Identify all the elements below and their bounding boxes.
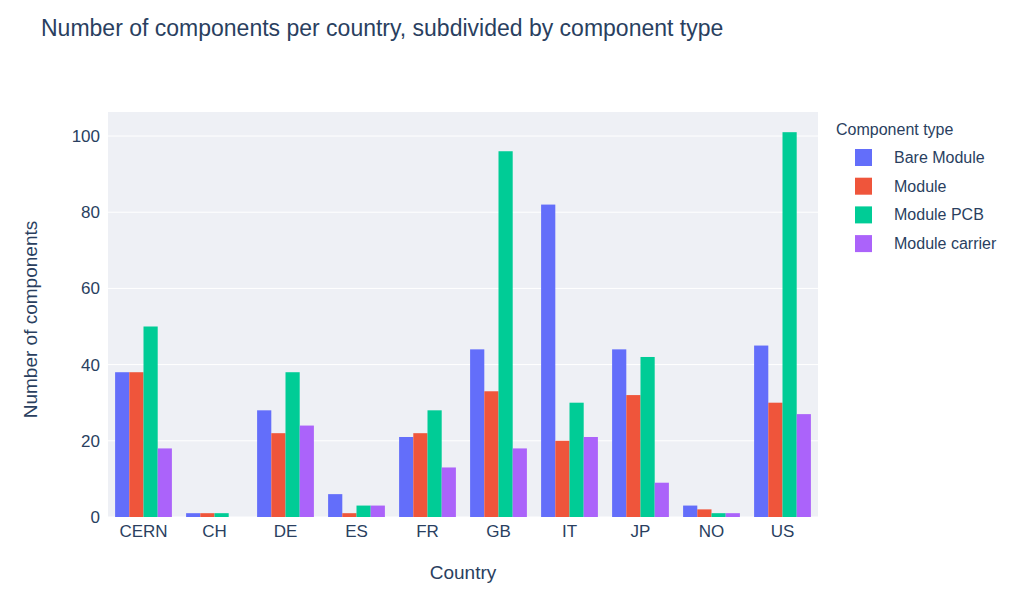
bar (783, 132, 797, 517)
bar (470, 349, 484, 517)
y-tick-label: 100 (72, 127, 100, 146)
bar (200, 513, 214, 517)
y-tick-label: 60 (81, 279, 100, 298)
plot-background (108, 112, 818, 517)
grid-line (108, 440, 818, 441)
bar (357, 506, 371, 517)
legend-swatch (855, 149, 872, 166)
bar (399, 437, 413, 517)
legend-swatch (855, 206, 872, 223)
bar (641, 357, 655, 517)
legend-label: Module carrier (894, 235, 997, 252)
bar (286, 372, 300, 517)
x-tick-label: GB (486, 522, 511, 541)
legend-label: Module PCB (894, 206, 984, 223)
grid-line (108, 288, 818, 289)
bar (655, 483, 669, 517)
x-tick-label: US (771, 522, 795, 541)
bar (300, 426, 314, 517)
grid-line (108, 136, 818, 137)
x-tick-label: NO (699, 522, 725, 541)
bar (342, 513, 356, 517)
bar (229, 517, 243, 518)
grid-line (108, 212, 818, 213)
bar (158, 448, 172, 517)
y-tick-label: 80 (81, 203, 100, 222)
bar (215, 513, 229, 517)
legend-label: Bare Module (894, 149, 985, 166)
bar (428, 410, 442, 517)
chart: 0 20 40 60 80 100 CERN CH DE ES FR GB IT JP NO US Number… (0, 0, 1023, 594)
x-tick-label: IT (562, 522, 577, 541)
x-tick-label: JP (631, 522, 651, 541)
bar (768, 403, 782, 517)
y-tick-label: 0 (91, 508, 100, 527)
bar (499, 151, 513, 517)
x-tick-label: FR (416, 522, 439, 541)
y-tick-label: 20 (81, 432, 100, 451)
x-axis-title: Country (430, 562, 497, 583)
y-axis-title: Number of components (20, 221, 41, 419)
bar (797, 414, 811, 517)
bar (144, 327, 158, 517)
title: Number of components per country, subdiv… (41, 15, 723, 41)
legend-label: Module (894, 178, 947, 195)
x-tick-label: CERN (119, 522, 167, 541)
legend-title: Component type (836, 121, 954, 138)
bar (570, 403, 584, 517)
bar (257, 410, 271, 517)
bar (442, 467, 456, 517)
grid-line (108, 364, 818, 365)
bar (484, 391, 498, 517)
bar (626, 395, 640, 517)
bar (413, 433, 427, 517)
bar (371, 506, 385, 517)
bar (712, 513, 726, 517)
x-tick-label: ES (345, 522, 368, 541)
bar (612, 349, 626, 517)
legend-swatch (855, 178, 872, 195)
bar (115, 372, 129, 517)
legend-swatch (855, 235, 872, 252)
y-tick-label: 40 (81, 356, 100, 375)
x-tick-label: DE (274, 522, 298, 541)
x-tick-label: CH (202, 522, 227, 541)
bar (186, 513, 200, 517)
bar (513, 448, 527, 517)
bar (697, 509, 711, 517)
bar (555, 441, 569, 517)
bar (129, 372, 143, 517)
bar (271, 433, 285, 517)
bar (328, 494, 342, 517)
bar (726, 513, 740, 517)
bar (584, 437, 598, 517)
bar (541, 205, 555, 517)
bar (683, 506, 697, 517)
bars (115, 132, 811, 517)
bar (754, 346, 768, 517)
